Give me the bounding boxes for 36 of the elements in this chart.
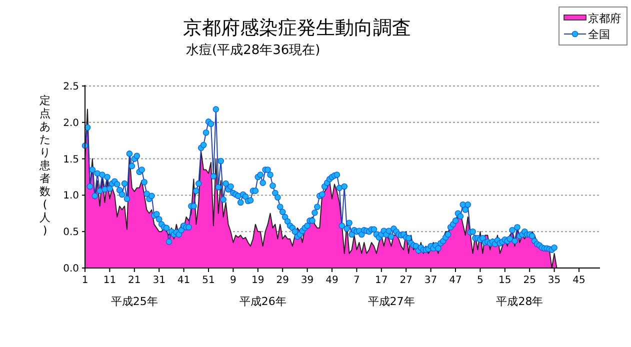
legend-label: 京都府 bbox=[588, 12, 621, 25]
x-tick-label: 51 bbox=[202, 275, 215, 286]
chart-subtitle: 水痘(平成28年36現在) bbox=[186, 43, 320, 58]
x-tick-label: 9 bbox=[230, 275, 236, 286]
x-tick-label: 1 bbox=[82, 275, 88, 286]
x-tick-label: 7 bbox=[354, 275, 360, 286]
text: 平成28年 bbox=[496, 295, 544, 308]
x-tick-label: 27 bbox=[400, 275, 412, 286]
legend-label: 全国 bbox=[588, 28, 610, 41]
x-tick-label: 49 bbox=[326, 275, 338, 286]
y-tick-label: 1.0 bbox=[63, 190, 79, 202]
y-tick-label: 0.0 bbox=[63, 264, 79, 274]
x-tick-label: 31 bbox=[152, 275, 166, 286]
x-tick-label: 15 bbox=[498, 275, 512, 286]
x-tick-label: 11 bbox=[103, 275, 116, 286]
x-tick-label: 25 bbox=[523, 275, 536, 286]
x-tick-label: 37 bbox=[424, 275, 438, 286]
x-tick-label: 17 bbox=[375, 275, 388, 286]
y-tick-label: 1.5 bbox=[63, 154, 79, 166]
x-tick-label: 21 bbox=[128, 275, 141, 286]
x-tick-label: 45 bbox=[572, 275, 586, 286]
y-tick-label: 2.5 bbox=[63, 82, 79, 92]
chart-title: 京都府感染症発生動向調査 bbox=[183, 17, 411, 39]
text: 平成26年 bbox=[239, 295, 286, 308]
ylabel: 定点あたり患者数(人) bbox=[40, 94, 50, 237]
x-tick-label: 5 bbox=[477, 275, 484, 286]
x-tick-label: 47 bbox=[449, 275, 462, 286]
x-tick-label: 35 bbox=[548, 275, 561, 286]
x-tick-label: 19 bbox=[252, 275, 264, 286]
x-tick-label: 41 bbox=[177, 275, 190, 286]
y-tick-label: 2.0 bbox=[63, 118, 79, 129]
text: 平成25年 bbox=[110, 295, 158, 308]
x-tick-label: 29 bbox=[276, 275, 289, 286]
x-tick-label: 39 bbox=[300, 275, 314, 286]
y-tick-label: 0.5 bbox=[63, 227, 79, 238]
text: 平成27年 bbox=[368, 295, 415, 308]
